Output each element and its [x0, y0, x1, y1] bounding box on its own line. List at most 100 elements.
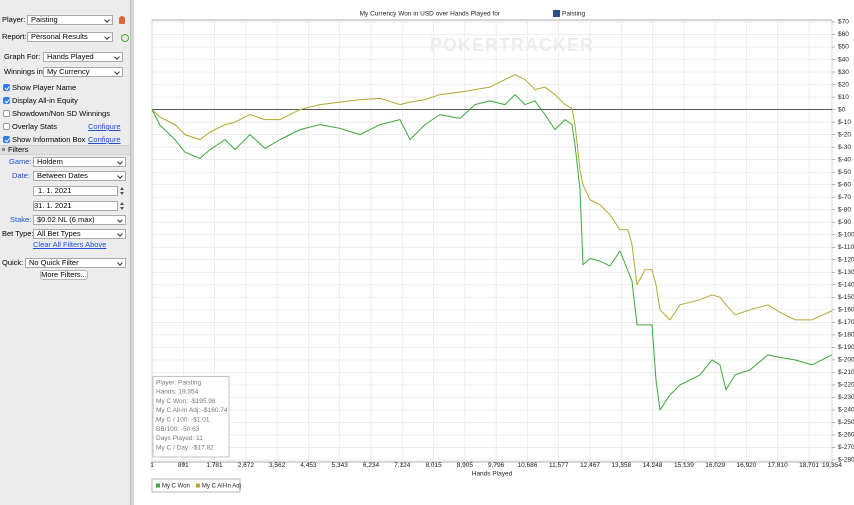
- dropdown[interactable]: Personal Results: [27, 32, 113, 42]
- y-tick-label: $-60: [838, 181, 851, 188]
- x-tick-label: 5,343: [332, 462, 349, 469]
- x-tick-label: 13,358: [611, 462, 631, 469]
- field-label: Stake:: [10, 215, 32, 224]
- checkbox[interactable]: [3, 123, 10, 130]
- info-line: My C / Day: -$17.82: [156, 444, 214, 451]
- x-tick-label: 14,248: [643, 462, 663, 469]
- y-tick-label: $20: [838, 81, 849, 88]
- info-line: My C Won: -$195.98: [156, 398, 216, 405]
- y-tick-label: $-240: [838, 407, 854, 414]
- more-filters-button[interactable]: More Filters...: [40, 270, 88, 280]
- y-tick-label: $-180: [838, 332, 854, 339]
- checkbox[interactable]: [3, 84, 10, 91]
- legend-swatch: [156, 483, 160, 488]
- dropdown[interactable]: All Bet Types: [33, 229, 126, 239]
- x-tick-label: 4,453: [300, 462, 317, 469]
- y-tick-label: $-130: [838, 269, 854, 276]
- collapse-icon[interactable]: [2, 148, 5, 151]
- y-tick-label: $-150: [838, 294, 854, 301]
- x-axis-label: Hands Played: [472, 471, 513, 478]
- dropdown[interactable]: Holdem: [33, 157, 126, 167]
- y-tick-label: $30: [838, 69, 849, 76]
- configure-link[interactable]: Configure: [88, 135, 121, 144]
- date-to[interactable]: 31. 1. 2021: [33, 201, 118, 211]
- field-label: Game:: [9, 157, 32, 166]
- y-tick-label: $-90: [838, 219, 851, 226]
- y-tick-label: $-260: [838, 432, 854, 439]
- series-line: [151, 74, 833, 321]
- dropdown[interactable]: Paisting: [27, 15, 113, 25]
- y-tick-label: $-140: [838, 282, 854, 289]
- date-spinner[interactable]: [120, 201, 125, 211]
- info-line: My C All-In Adj: -$160.74: [156, 407, 228, 414]
- y-tick-label: $-220: [838, 382, 854, 389]
- info-line: Hands: 19,354: [156, 389, 199, 396]
- info-line: Player: Paisting: [156, 379, 202, 386]
- y-tick-label: $-200: [838, 357, 854, 364]
- filters-title: Filters: [8, 145, 29, 154]
- date-spinner[interactable]: [120, 186, 125, 196]
- y-tick-label: $-250: [838, 419, 854, 426]
- clear-filters-link[interactable]: Clear All Filters Above: [33, 240, 107, 249]
- checkbox[interactable]: [3, 110, 10, 117]
- x-tick-label: 17,810: [768, 462, 788, 469]
- y-tick-label: $-230: [838, 394, 854, 401]
- y-tick-label: $-170: [838, 319, 854, 326]
- y-tick-label: $40: [838, 56, 849, 63]
- y-tick-label: $-70: [838, 194, 851, 201]
- field-label: Graph For:: [4, 52, 41, 61]
- y-tick-label: $-270: [838, 444, 854, 451]
- series-line: [151, 94, 833, 411]
- y-tick-label: $50: [838, 44, 849, 51]
- player-icon[interactable]: [119, 16, 125, 24]
- field-label: Bet Type:: [2, 229, 34, 238]
- info-line: BB/100: -50.63: [156, 426, 200, 433]
- y-tick-label: $-120: [838, 256, 854, 263]
- legend: My C Won My C All-In Adj: [151, 478, 241, 493]
- y-tick-label: $-50: [838, 169, 851, 176]
- info-line: My C / 100: -$1.01: [156, 417, 210, 424]
- x-tick-label: 891: [178, 462, 189, 469]
- checkbox[interactable]: [3, 136, 10, 143]
- legend-label: My C All-In Adj: [202, 484, 241, 490]
- checkbox[interactable]: [3, 97, 10, 104]
- divider: [130, 0, 134, 505]
- field-label: Winnings in:: [4, 67, 45, 76]
- x-tick-label: 8,015: [425, 462, 442, 469]
- y-tick-label: $-210: [838, 369, 854, 376]
- y-tick-label: $-190: [838, 344, 854, 351]
- info-line: Days Played: 11: [156, 435, 203, 442]
- dropdown[interactable]: No Quick Filter: [25, 258, 126, 268]
- dropdown[interactable]: My Currency: [43, 67, 123, 77]
- sidebar: Player: Paisting Report: Personal Results Gr…: [0, 0, 130, 505]
- field-label: Player:: [2, 15, 26, 24]
- y-tick-label: $-40: [838, 156, 851, 163]
- legend-label: My C Won: [162, 484, 190, 490]
- x-tick-label: 9,796: [488, 462, 505, 469]
- checkbox-label: Show Information Box: [12, 135, 86, 144]
- x-tick-label: 15,139: [674, 462, 694, 469]
- checkbox-label: Showdown/Non SD Winnings: [12, 109, 110, 118]
- y-tick-label: $-10: [838, 119, 851, 126]
- dropdown[interactable]: $0.02 NL (6 max): [33, 215, 126, 225]
- field-label: Report:: [2, 32, 27, 41]
- y-tick-label: $-160: [838, 307, 854, 314]
- configure-link[interactable]: Configure: [88, 122, 121, 131]
- x-tick-label: 7,124: [394, 462, 411, 469]
- y-tick-label: $60: [838, 31, 849, 38]
- y-tick-label: $0: [838, 106, 846, 113]
- chart-title: My Currency Won in USD over Hands Played…: [360, 11, 501, 18]
- x-tick-label: 3,562: [269, 462, 286, 469]
- x-tick-label: 1,781: [206, 462, 223, 469]
- refresh-icon[interactable]: [121, 34, 129, 42]
- dropdown[interactable]: Between Dates: [33, 171, 126, 181]
- y-tick-label: $70: [838, 19, 849, 26]
- x-tick-label: 12,467: [580, 462, 600, 469]
- dropdown[interactable]: Hands Played: [43, 52, 123, 62]
- legend-swatch: [195, 483, 200, 488]
- date-from[interactable]: 1. 1. 2021: [33, 186, 118, 196]
- checkbox-label: Show Player Name: [12, 83, 77, 92]
- checkbox-label: Display All-in Equity: [12, 96, 78, 105]
- watermark: POKERTRACKER: [430, 35, 594, 55]
- checkbox-label: Overlay Stats: [12, 122, 58, 131]
